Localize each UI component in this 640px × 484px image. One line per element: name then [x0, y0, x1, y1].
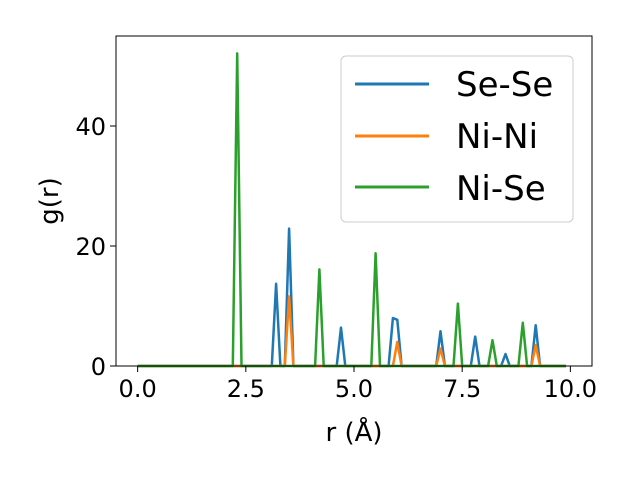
legend-box: [340, 55, 574, 223]
y-tick-label: 40: [75, 113, 106, 141]
x-axis-label: r (Å): [325, 416, 382, 448]
legend-label-ni-se: Ni-Se: [456, 169, 546, 209]
legend-label-se-se: Se-Se: [456, 65, 553, 105]
x-axis-ticks: 0.0 2.5 5.0 7.5 10.0: [119, 366, 597, 403]
x-tick-label: 7.5: [443, 375, 481, 403]
x-tick-label: 10.0: [544, 375, 597, 403]
legend: Se-Se Ni-Ni Ni-Se: [340, 55, 574, 223]
y-tick-label: 0: [91, 353, 106, 381]
x-tick-label: 2.5: [227, 375, 265, 403]
y-axis-ticks: 0 20 40: [75, 113, 116, 381]
x-tick-label: 0.0: [119, 375, 157, 403]
x-tick-label: 5.0: [335, 375, 373, 403]
y-axis-label: g(r): [35, 177, 65, 224]
legend-label-ni-ni: Ni-Ni: [456, 117, 538, 157]
y-tick-label: 20: [75, 233, 106, 261]
